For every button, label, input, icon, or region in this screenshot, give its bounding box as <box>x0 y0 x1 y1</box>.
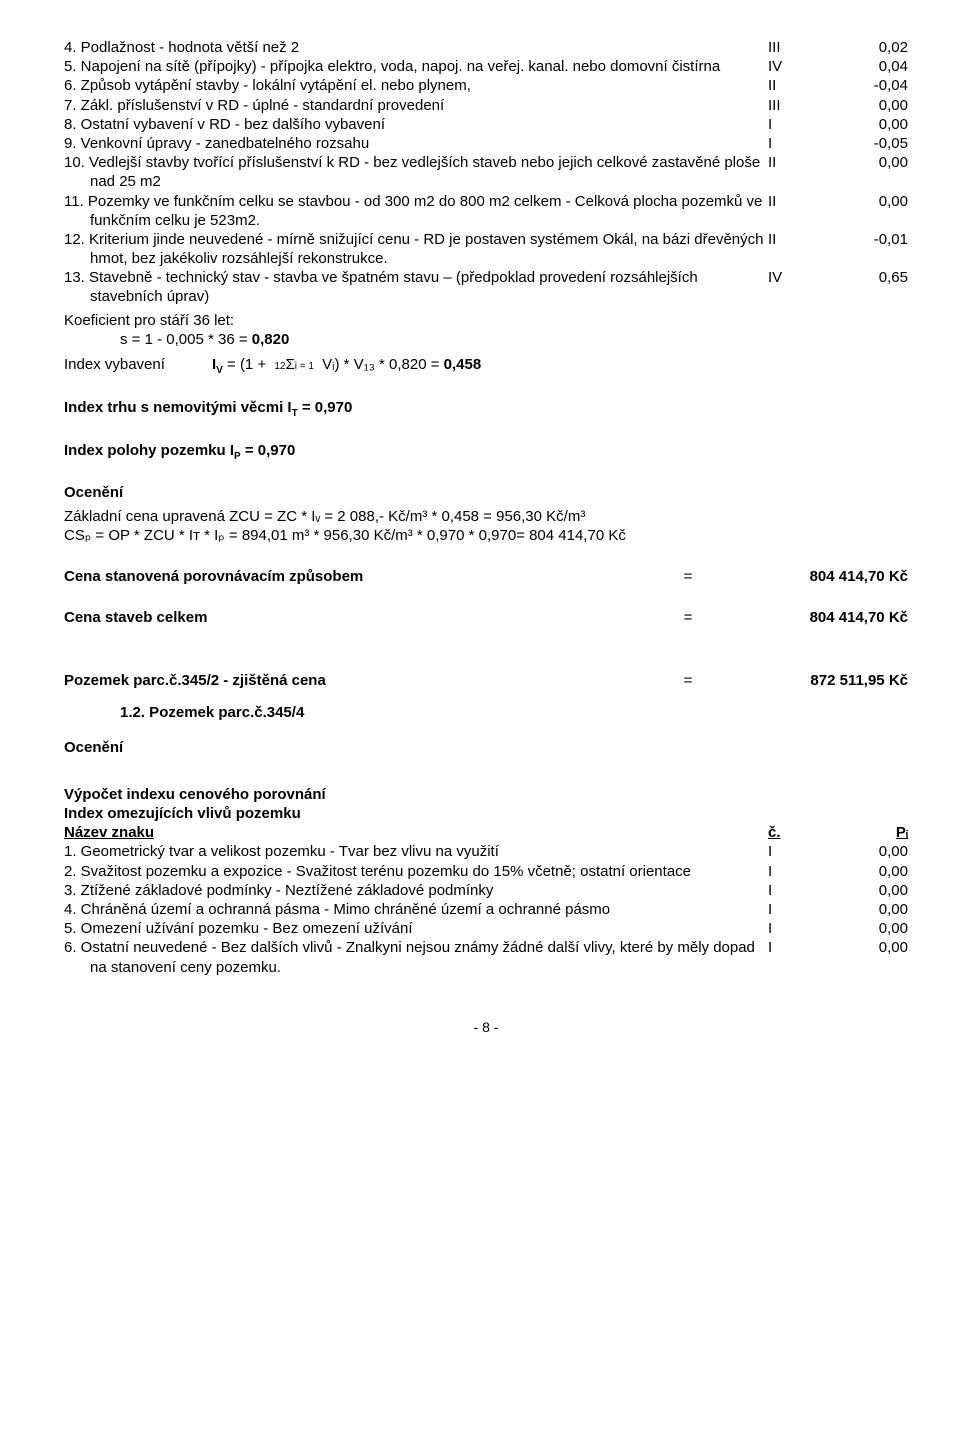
koef-formula: s = 1 - 0,005 * 36 = <box>120 331 252 348</box>
list-item: 12. Kriterium jinde neuvedené - mírně sn… <box>64 230 908 268</box>
pozemek-criteria-list: 1. Geometrický tvar a velikost pozemku -… <box>64 842 908 976</box>
koef-line-1: Koeficient pro stáří 36 let: <box>64 311 908 330</box>
item-col-v: -0,01 <box>838 230 908 249</box>
koef-line-2: s = 1 - 0,005 * 36 = 0,820 <box>64 330 908 349</box>
total-row-porovnavaci: Cena stanovená porovnávacím způsobem = 8… <box>64 567 908 586</box>
total-value-1: 804 414,70 Kč <box>718 567 908 586</box>
valuation-criteria-list: 4. Podlažnost - hodnota větší než 2III0,… <box>64 38 908 307</box>
list-item: 13. Stavebně - technický stav - stavba v… <box>64 268 908 306</box>
item-col-v: 0,00 <box>838 862 908 881</box>
list-item: 4. Podlažnost - hodnota větší než 2III0,… <box>64 38 908 57</box>
table-header-row: Název znaku č. Pᵢ <box>64 823 908 842</box>
item-col-c: IV <box>768 57 838 76</box>
list-item: 5. Omezení užívání pozemku - Bez omezení… <box>64 919 908 938</box>
item-col-v: -0,05 <box>838 134 908 153</box>
item-text: 5. Omezení užívání pozemku - Bez omezení… <box>64 919 768 938</box>
item-col-v: 0,00 <box>838 900 908 919</box>
oceneni-heading-2: Ocenění <box>64 738 908 757</box>
total-label-3: Pozemek parc.č.345/2 - zjištěná cena <box>64 671 658 690</box>
vypocet-heading: Výpočet indexu cenového porovnání <box>64 785 908 804</box>
header-name: Název znaku <box>64 823 768 842</box>
item-col-c: II <box>768 76 838 95</box>
item-col-v: 0,04 <box>838 57 908 76</box>
list-item: 11. Pozemky ve funkčním celku se stavbou… <box>64 192 908 230</box>
header-c: č. <box>768 823 838 842</box>
list-item: 1. Geometrický tvar a velikost pozemku -… <box>64 842 908 861</box>
item-text: 8. Ostatní vybavení v RD - bez dalšího v… <box>64 115 768 134</box>
list-item: 8. Ostatní vybavení v RD - bez dalšího v… <box>64 115 908 134</box>
item-col-v: -0,04 <box>838 76 908 95</box>
item-text: 13. Stavebně - technický stav - stavba v… <box>64 268 768 306</box>
item-col-v: 0,00 <box>838 881 908 900</box>
item-text: 7. Zákl. příslušenství v RD - úplné - st… <box>64 96 768 115</box>
koef-value: 0,820 <box>252 331 290 348</box>
index-polohy-line: Index polohy pozemku IP = 0,970 <box>64 441 908 464</box>
item-col-c: I <box>768 842 838 861</box>
item-col-c: I <box>768 881 838 900</box>
item-col-v: 0,00 <box>838 192 908 211</box>
item-col-c: II <box>768 230 838 249</box>
list-item: 9. Venkovní úpravy - zanedbatelného rozs… <box>64 134 908 153</box>
item-text: 4. Podlažnost - hodnota větší než 2 <box>64 38 768 57</box>
item-text: 4. Chráněná území a ochranná pásma - Mim… <box>64 900 768 919</box>
equals-sign: = <box>658 671 718 690</box>
total-value-3: 872 511,95 Kč <box>718 671 908 690</box>
item-col-c: III <box>768 96 838 115</box>
item-col-c: I <box>768 900 838 919</box>
item-col-c: I <box>768 115 838 134</box>
item-col-c: IV <box>768 268 838 287</box>
iv-label: Index vybavení <box>64 355 212 374</box>
item-col-c: I <box>768 862 838 881</box>
total-label-1: Cena stanovená porovnávacím způsobem <box>64 567 658 586</box>
equals-sign: = <box>658 567 718 586</box>
header-p: Pᵢ <box>838 823 908 842</box>
item-text: 6. Způsob vytápění stavby - lokální vytá… <box>64 76 768 95</box>
item-col-c: I <box>768 134 838 153</box>
item-col-v: 0,00 <box>838 842 908 861</box>
iv-formula: IV = (1 + 12Σi = 1 Vᵢ) * V₁₃ * 0,820 = 0… <box>212 355 481 378</box>
index-vybaveni-line: Index vybavení IV = (1 + 12Σi = 1 Vᵢ) * … <box>64 355 908 378</box>
item-col-c: III <box>768 38 838 57</box>
oceneni-heading-1: Ocenění <box>64 483 908 502</box>
total-value-2: 804 414,70 Kč <box>718 608 908 627</box>
item-text: 9. Venkovní úpravy - zanedbatelného rozs… <box>64 134 768 153</box>
item-text: 6. Ostatní neuvedené - Bez dalších vlivů… <box>64 938 768 976</box>
item-text: 11. Pozemky ve funkčním celku se stavbou… <box>64 192 768 230</box>
item-col-c: II <box>768 153 838 172</box>
item-text: 12. Kriterium jinde neuvedené - mírně sn… <box>64 230 768 268</box>
list-item: 4. Chráněná území a ochranná pásma - Mim… <box>64 900 908 919</box>
list-item: 2. Svažitost pozemku a expozice - Svažit… <box>64 862 908 881</box>
item-col-v: 0,00 <box>838 938 908 957</box>
item-text: 1. Geometrický tvar a velikost pozemku -… <box>64 842 768 861</box>
item-col-v: 0,02 <box>838 38 908 57</box>
list-item: 3. Ztížené základové podmínky - Neztížen… <box>64 881 908 900</box>
item-col-c: II <box>768 192 838 211</box>
calc-line-2: CSₚ = OP * ZCU * Iᴛ * Iₚ = 894,01 m³ * 9… <box>64 526 908 545</box>
page-number: - 8 - <box>64 1019 908 1037</box>
item-text: 5. Napojení na sítě (přípojky) - přípojk… <box>64 57 768 76</box>
item-col-c: I <box>768 919 838 938</box>
index-omez-heading: Index omezujících vlivů pozemku <box>64 804 908 823</box>
subsection-1-2: 1.2. Pozemek parc.č.345/4 <box>64 703 908 722</box>
list-item: 7. Zákl. příslušenství v RD - úplné - st… <box>64 96 908 115</box>
item-text: 10. Vedlejší stavby tvořící příslušenstv… <box>64 153 768 191</box>
list-item: 6. Ostatní neuvedené - Bez dalších vlivů… <box>64 938 908 976</box>
total-label-2: Cena staveb celkem <box>64 608 658 627</box>
item-col-v: 0,65 <box>838 268 908 287</box>
calc-line-1: Základní cena upravená ZCU = ZC * Iᵥ = 2… <box>64 507 908 526</box>
item-col-v: 0,00 <box>838 115 908 134</box>
list-item: 10. Vedlejší stavby tvořící příslušenstv… <box>64 153 908 191</box>
item-col-v: 0,00 <box>838 153 908 172</box>
total-row-staveb: Cena staveb celkem = 804 414,70 Kč <box>64 608 908 627</box>
index-trhu-line: Index trhu s nemovitými věcmi IT = 0,970 <box>64 398 908 421</box>
equals-sign: = <box>658 608 718 627</box>
item-text: 2. Svažitost pozemku a expozice - Svažit… <box>64 862 768 881</box>
item-col-v: 0,00 <box>838 919 908 938</box>
item-col-c: I <box>768 938 838 957</box>
item-text: 3. Ztížené základové podmínky - Neztížen… <box>64 881 768 900</box>
total-row-pozemek: Pozemek parc.č.345/2 - zjištěná cena = 8… <box>64 671 908 690</box>
list-item: 6. Způsob vytápění stavby - lokální vytá… <box>64 76 908 95</box>
list-item: 5. Napojení na sítě (přípojky) - přípojk… <box>64 57 908 76</box>
item-col-v: 0,00 <box>838 96 908 115</box>
